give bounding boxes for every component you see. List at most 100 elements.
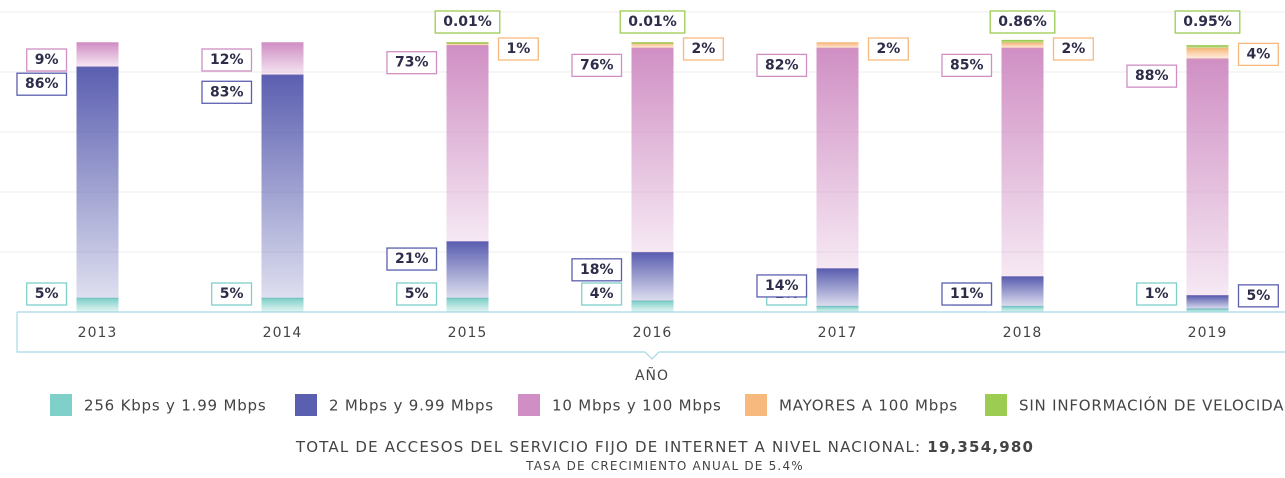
x-tick-label: 2013	[78, 325, 118, 341]
value-label: 5%	[220, 286, 244, 302]
value-label: 82%	[765, 57, 799, 73]
x-tick-label: 2017	[818, 325, 858, 341]
value-label-box	[989, 10, 1056, 34]
value-label-box	[1237, 42, 1279, 67]
x-tick-label: 2016	[633, 325, 673, 341]
value-label-box	[211, 282, 253, 306]
legend-swatch	[985, 394, 1007, 416]
value-label-box	[26, 48, 68, 72]
bar-segment	[1186, 295, 1229, 310]
value-label: 21%	[395, 251, 429, 267]
value-label-box	[867, 37, 909, 61]
bar-segment	[816, 48, 859, 269]
value-label: 73%	[395, 55, 429, 71]
bar-segment	[261, 43, 304, 76]
x-tick-label: 2015	[448, 325, 488, 341]
value-label-box	[386, 51, 438, 75]
legend-swatch	[518, 394, 540, 416]
bar-segment	[816, 306, 859, 312]
value-label: 86%	[25, 76, 59, 92]
value-label-box	[26, 282, 68, 306]
value-label-box	[1136, 282, 1178, 306]
value-label-box	[571, 53, 623, 78]
bar-segment	[1001, 43, 1044, 49]
bar-segment	[631, 43, 674, 49]
value-label-box	[941, 282, 993, 306]
value-label-box	[756, 53, 808, 78]
value-label: 4%	[590, 286, 614, 302]
footer: TOTAL DE ACCESOS DEL SERVICIO FIJO DE IN…	[0, 438, 1285, 473]
value-label: 0.01%	[628, 14, 677, 30]
bar-segment	[446, 43, 489, 46]
value-label: 1%	[1145, 286, 1169, 302]
value-label: 2%	[1062, 41, 1086, 57]
bar-segment	[631, 48, 674, 253]
bar-segment	[261, 298, 304, 312]
value-label: 9%	[35, 52, 59, 68]
legend-label: SIN INFORMACIÓN DE VELOCIDAD	[1019, 396, 1285, 415]
bar-segment	[631, 252, 674, 302]
value-label-box	[1126, 64, 1178, 88]
value-label-box	[581, 282, 623, 306]
footer-value: 19,354,980	[927, 438, 1035, 456]
value-label: 12%	[210, 52, 244, 68]
value-label-box	[201, 80, 253, 104]
value-label: 83%	[210, 84, 244, 100]
value-label: 0.95%	[1183, 14, 1232, 30]
value-label-box	[201, 48, 253, 72]
x-tick-label: 2019	[1188, 325, 1228, 341]
legend-swatch	[295, 394, 317, 416]
value-label-box	[1237, 284, 1279, 308]
value-label: 0.01%	[443, 14, 492, 30]
value-label-box	[941, 53, 993, 78]
subtitle: TASA DE CRECIMIENTO ANUAL DE 5.4%	[526, 459, 804, 473]
x-axis-title: AÑO	[635, 367, 669, 384]
bar-segment	[1001, 277, 1044, 307]
bar-segment	[1001, 40, 1044, 43]
bar-segment	[631, 301, 674, 312]
bar-segment	[76, 43, 119, 68]
legend-swatch	[50, 394, 72, 416]
x-tick-label: 2014	[263, 325, 303, 341]
legend-label: 256 Kbps y 1.99 Mbps	[84, 397, 266, 415]
value-label: 0.86%	[998, 14, 1047, 30]
bar-segment	[446, 242, 489, 299]
bar-segment	[816, 268, 859, 307]
bar-segment	[1186, 45, 1229, 49]
value-label-box	[497, 37, 539, 61]
value-label: 76%	[580, 57, 614, 73]
value-label-box	[619, 10, 686, 34]
value-label: 14%	[765, 278, 799, 294]
value-label: 1%	[507, 41, 531, 57]
bar-segment	[76, 67, 119, 299]
value-label-box	[571, 258, 623, 282]
value-label-box	[682, 37, 724, 61]
value-label-box	[396, 282, 438, 306]
bar-segment	[446, 298, 489, 312]
bar-segment	[1186, 309, 1229, 312]
legend-label: MAYORES A 100 Mbps	[779, 397, 958, 415]
value-label-box	[1052, 37, 1094, 61]
footer-label: TOTAL DE ACCESOS DEL SERVICIO FIJO DE IN…	[295, 438, 922, 456]
bar-segment	[1001, 48, 1044, 278]
value-label-box	[434, 10, 501, 34]
value-label-box	[16, 72, 68, 96]
value-label: 88%	[1135, 68, 1169, 84]
bar-segment	[816, 43, 859, 49]
value-label-box	[1174, 10, 1241, 34]
x-tick-label: 2018	[1003, 325, 1043, 341]
footer-line: TOTAL DE ACCESOS DEL SERVICIO FIJO DE IN…	[0, 438, 1285, 456]
bar-segment	[1186, 48, 1229, 60]
value-label: 5%	[1247, 288, 1271, 304]
value-label: 85%	[950, 57, 984, 73]
legend-label: 2 Mbps y 9.99 Mbps	[329, 397, 494, 415]
value-label-box	[756, 274, 808, 298]
bar-segment	[446, 45, 489, 243]
legend-swatch	[745, 394, 767, 416]
value-label: 5%	[35, 286, 59, 302]
value-label: 18%	[580, 262, 614, 278]
bar-segment	[1001, 306, 1044, 312]
legend-label: 10 Mbps y 100 Mbps	[552, 397, 722, 415]
